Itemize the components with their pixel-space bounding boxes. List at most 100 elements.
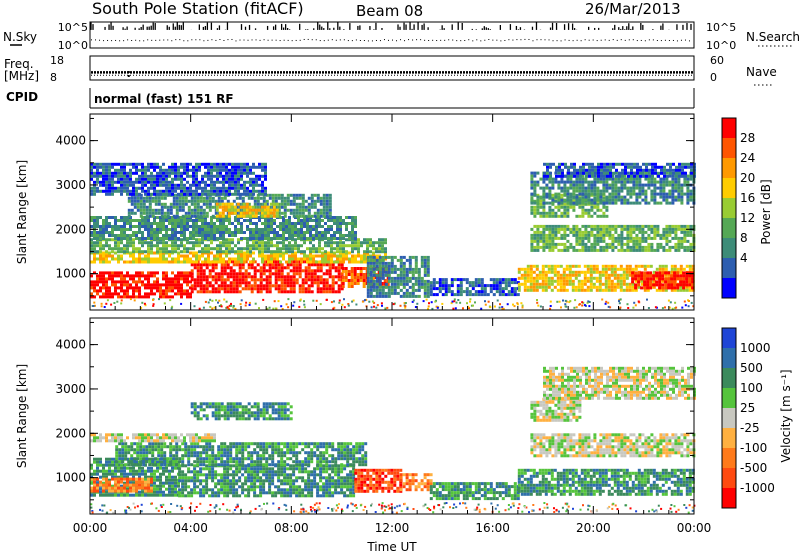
heatmap-cell [462,278,466,282]
nsearch-point [644,40,646,42]
heatmap-cell [529,288,533,292]
heatmap-cell [261,162,264,166]
heatmap-cell [590,230,594,234]
heatmap-cell [141,280,144,284]
heatmap-cell [665,230,669,234]
heatmap-cell [604,279,608,283]
freq-panel-frame [89,55,695,81]
heatmap-cell [617,248,621,252]
heatmap-cell [135,260,138,264]
heatmap-cell [592,285,596,289]
heatmap-cell [123,165,126,169]
heatmap-cell [238,278,242,282]
heatmap-cell [132,180,135,184]
heatmap-cell [599,248,603,252]
heatmap-cell [169,208,173,212]
heatmap-cell [238,208,242,212]
heatmap-cell [602,214,606,218]
heatmap-cell [294,254,297,258]
heatmap-cell [196,284,200,288]
heatmap-cell [90,234,93,237]
heatmap-cell [390,279,394,283]
heatmap-cell [304,278,308,282]
heatmap-cell [396,291,400,295]
heatmap-cell [168,183,171,187]
heatmap-cell [211,287,215,291]
heatmap-cell [105,292,108,296]
heatmap-cell [646,280,650,284]
heatmap-cell [566,211,570,215]
heatmap-cell [243,180,246,184]
heatmap-cell [105,216,108,219]
heatmap-cell [141,162,144,166]
heatmap-cell [533,236,537,240]
heatmap-cell [294,222,297,225]
heatmap-cell [310,281,314,285]
heatmap-cell [616,276,620,280]
heatmap-cell [150,231,153,234]
heatmap-cell [584,227,588,231]
heatmap-cell [228,257,231,261]
heatmap-cell [180,286,183,290]
heatmap-cell [402,264,406,268]
heatmap-cell [274,284,278,288]
heatmap-cell [129,228,132,231]
heatmap-cell [102,286,105,290]
heatmap-cell [613,276,617,280]
nsearch-point [199,39,201,41]
heatmap-cell [144,274,147,278]
heatmap-cell [165,189,168,193]
heatmap-cell [501,287,505,291]
heatmap-cell [165,286,168,290]
heatmap-cell [246,237,249,240]
heatmap-cell [160,208,164,212]
heatmap-cell [607,276,611,280]
heatmap-cell [262,272,266,276]
nsearch-point [191,39,193,41]
heatmap-cell [153,260,156,264]
heatmap-cell [668,245,672,249]
heatmap-cell [357,250,360,254]
heatmap-cell [274,275,278,279]
heatmap-cell [102,280,105,284]
heatmap-cell [195,186,198,190]
heatmap-cell [190,287,194,291]
heatmap-cell [177,277,180,281]
heatmap-cell [354,244,357,248]
heatmap-cell [268,275,272,279]
heatmap-cell [186,257,189,261]
heatmap-cell [535,264,539,268]
heatmap-cell [108,186,111,190]
heatmap-cell [150,244,153,248]
heatmap-cell [171,237,174,240]
heatmap-cell [571,288,575,292]
heatmap-cell [563,245,567,249]
heatmap-cell [384,247,387,251]
heatmap-cell [650,245,654,249]
heatmap-cell [246,247,249,251]
heatmap-cell [611,227,615,231]
heatmap-cell [114,247,117,251]
heatmap-cell [593,205,597,209]
heatmap-cell [444,287,448,291]
heatmap-cell [189,247,192,251]
heatmap-cell [249,168,252,172]
heatmap-cell [331,263,335,267]
heatmap-cell [294,244,297,248]
heatmap-cell [222,189,225,193]
heatmap-cell [165,231,168,234]
heatmap-cell [652,285,656,289]
heatmap-cell [649,271,653,275]
heatmap-cell [240,174,243,178]
heatmap-cell [298,214,302,218]
nsearch-point [387,39,389,41]
heatmap-cell [650,248,654,252]
heatmap-cell [593,227,597,231]
heatmap-cell [141,295,144,299]
heatmap-cell [532,264,536,268]
heatmap-cell [105,219,108,222]
heatmap-cell [336,225,339,228]
heatmap-cell [205,202,209,206]
heatmap-cell [650,224,654,228]
heatmap-cell [321,254,324,258]
